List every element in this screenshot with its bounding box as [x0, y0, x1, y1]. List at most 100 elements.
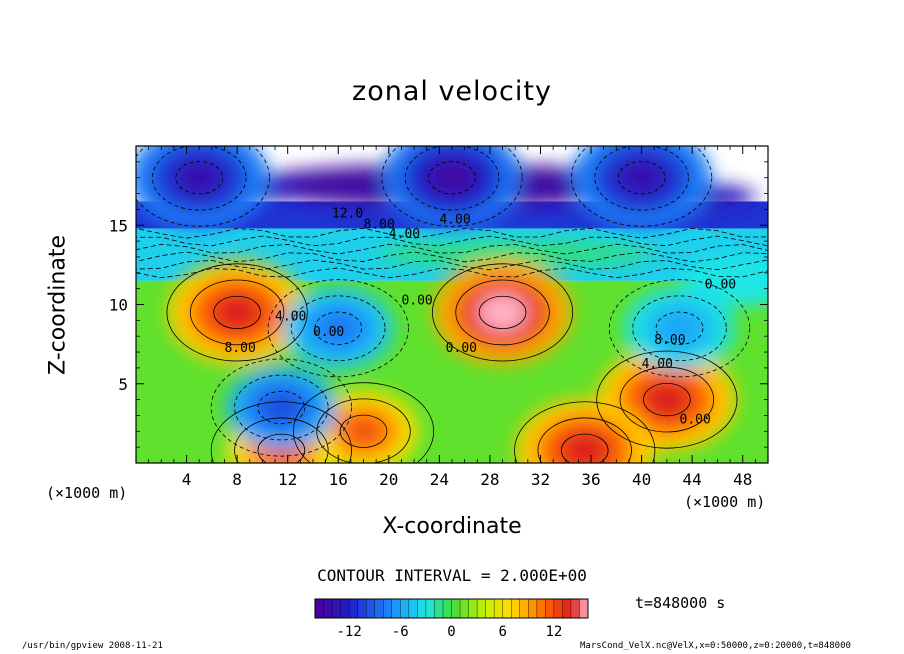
contour-line	[619, 366, 715, 433]
contour-line	[175, 161, 224, 195]
contour-line	[381, 146, 523, 227]
x-tick-label: 20	[379, 470, 398, 489]
colorbar-segment	[528, 599, 538, 618]
y-axis: 5 10 15	[109, 161, 768, 448]
x-tick-label: 24	[430, 470, 449, 489]
contour-line	[292, 382, 435, 463]
contour-label: 4.00	[275, 309, 306, 324]
colorbar-segment	[340, 599, 350, 618]
contour-line	[339, 414, 388, 448]
colorbar-segment	[460, 599, 470, 618]
x-tick-label: 28	[480, 470, 499, 489]
velocity-field	[136, 146, 768, 463]
colorbar-segment	[485, 599, 495, 618]
feature-core	[174, 159, 224, 197]
contour-label: 0.00	[313, 325, 344, 340]
colorbar: -12 -6 0 6 12	[314, 598, 589, 640]
y-tick-label: 5	[118, 375, 128, 394]
colorbar-segment	[349, 599, 359, 618]
contour-line	[608, 279, 751, 378]
contour-label: 8.00	[654, 333, 685, 348]
feature-core	[318, 313, 358, 343]
colorbar-tick-label: 6	[498, 624, 506, 640]
contour-line	[291, 295, 386, 362]
colorbar-frame	[314, 598, 589, 619]
contour-line	[166, 263, 308, 362]
x-unit-label-left: (×1000 m)	[46, 484, 128, 502]
x-axis: 4 8 12 16 20 24 28 32 36 40 44 48	[148, 146, 756, 489]
contour-line	[537, 417, 632, 463]
contour-line	[234, 374, 329, 441]
contour-label: 4.00	[642, 357, 673, 372]
feature-core	[660, 313, 699, 343]
contour-line	[234, 417, 329, 463]
x-unit-label-right: (×1000 m)	[684, 493, 766, 511]
x-tick-label: 16	[329, 470, 348, 489]
x-tick-label: 48	[733, 470, 752, 489]
feature-core	[344, 416, 383, 447]
contour-line	[136, 267, 768, 279]
colorbar-segment	[451, 599, 461, 618]
contour-line	[136, 243, 768, 255]
transition-band	[375, 241, 656, 266]
contour-label: 8.00	[364, 217, 395, 232]
contour-line	[571, 146, 713, 227]
contour-line	[136, 227, 768, 239]
colorbar-tick-label: 0	[447, 624, 455, 640]
contour-line	[560, 433, 609, 463]
contour-line	[257, 433, 306, 463]
contour-line	[136, 259, 768, 271]
feature-core	[262, 392, 301, 423]
feature-core	[642, 381, 692, 419]
feature-core	[427, 159, 477, 197]
contour-label: 0.00	[401, 294, 432, 309]
colorbar-tick-label: 12	[545, 624, 562, 640]
contour-line	[257, 390, 306, 425]
colorbar-segment	[425, 599, 435, 618]
feature-core	[617, 159, 666, 197]
contour-line	[643, 382, 691, 417]
colorbar-tick-label: -6	[392, 624, 409, 640]
contour-line	[213, 295, 261, 330]
x-tick-label: 40	[632, 470, 651, 489]
colorbar-tick-label: -12	[336, 624, 361, 640]
feature-core	[212, 293, 262, 331]
feature-core	[478, 293, 527, 331]
footer-source: MarsCond_VelX.nc@VelX,x=0:50000,z=0:2000…	[580, 641, 851, 651]
colorbar-segment	[468, 599, 478, 618]
contour-label: 4.00	[439, 213, 470, 228]
time-label: t=848000 s	[635, 594, 726, 612]
footer-command: /usr/bin/gpview 2008-11-21	[22, 641, 163, 651]
colorbar-segment	[357, 599, 367, 618]
contour-interval: CONTOUR INTERVAL = 2.000E+00	[317, 566, 587, 585]
contour-lines: 12.08.004.004.008.004.000.000.000.004.00…	[136, 146, 768, 463]
colorbar-segment	[408, 599, 418, 618]
contour-line	[455, 279, 550, 346]
contour-line	[210, 358, 352, 457]
contour-line	[316, 398, 411, 463]
colorbar-segment	[315, 599, 325, 618]
contour-line	[136, 251, 768, 263]
chart-title: zonal velocity	[352, 76, 552, 107]
y-tick-label: 10	[109, 296, 128, 315]
colorbar-segment	[323, 599, 333, 618]
y-axis-label: Z-coordinate	[45, 235, 71, 375]
contour-line	[431, 263, 574, 362]
colorbar-segment	[442, 599, 452, 618]
colorbar-segment	[383, 599, 393, 618]
y-tick-label: 15	[109, 216, 128, 235]
contour-line	[189, 279, 285, 346]
colorbar-segment	[494, 599, 504, 618]
colorbar-segment	[374, 599, 384, 618]
contour-label: 0.00	[446, 341, 477, 356]
contour-line	[314, 311, 363, 345]
contour-line	[428, 161, 476, 195]
colorbar-segment	[417, 599, 427, 618]
x-tick-label: 4	[182, 470, 192, 489]
contour-line	[632, 295, 727, 362]
contour-line	[514, 401, 656, 463]
contour-line	[617, 161, 666, 195]
contour-label: 8.00	[224, 341, 255, 356]
contour-line	[210, 401, 352, 463]
colorbar-segment	[477, 599, 487, 618]
